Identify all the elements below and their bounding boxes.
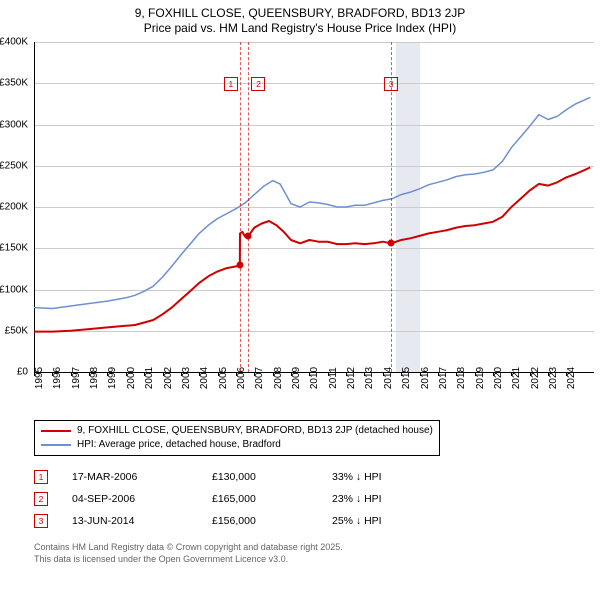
sales-table: 1 17-MAR-2006£130,00033% ↓ HPI 2 04-SEP-200… bbox=[34, 466, 452, 532]
y-tick-label: £350K bbox=[0, 78, 28, 89]
sales-date: 13-JUN-2014 bbox=[72, 515, 212, 527]
sale-marker-1: 1 bbox=[224, 77, 238, 91]
sales-row: 3 13-JUN-2014£156,00025% ↓ HPI bbox=[34, 510, 452, 532]
sales-marker: 2 bbox=[34, 492, 48, 506]
sales-date: 17-MAR-2006 bbox=[72, 471, 212, 483]
sale-marker-2: 2 bbox=[251, 77, 265, 91]
y-tick-label: £0 bbox=[17, 367, 28, 378]
sales-marker: 3 bbox=[34, 514, 48, 528]
sales-price: £156,000 bbox=[212, 515, 332, 527]
sale-vline bbox=[248, 42, 249, 372]
sales-hpi-delta: 23% ↓ HPI bbox=[332, 493, 452, 505]
y-tick-label: £250K bbox=[0, 160, 28, 171]
footer-line-1: Contains HM Land Registry data © Crown c… bbox=[34, 542, 343, 554]
chart-title-line-2: Price paid vs. HM Land Registry's House … bbox=[0, 21, 600, 36]
sales-marker: 1 bbox=[34, 470, 48, 484]
y-tick-label: £150K bbox=[0, 243, 28, 254]
chart-lines bbox=[34, 42, 594, 372]
legend-item: HPI: Average price, detached house, Brad… bbox=[41, 438, 433, 452]
x-axis-line bbox=[34, 372, 594, 373]
sale-vline bbox=[240, 42, 241, 372]
y-tick-label: £100K bbox=[0, 284, 28, 295]
y-tick-label: £50K bbox=[5, 325, 28, 336]
sale-vline bbox=[391, 42, 392, 372]
legend-label: HPI: Average price, detached house, Brad… bbox=[77, 438, 281, 452]
y-tick-label: £300K bbox=[0, 119, 28, 130]
legend-swatch bbox=[41, 444, 71, 446]
sales-hpi-delta: 33% ↓ HPI bbox=[332, 471, 452, 483]
footer-line-2: This data is licensed under the Open Gov… bbox=[34, 554, 343, 566]
y-tick-label: £200K bbox=[0, 202, 28, 213]
chart-plot-area: £0£50K£100K£150K£200K£250K£300K£350K£400… bbox=[34, 42, 594, 372]
chart-title-line-1: 9, FOXHILL CLOSE, QUEENSBURY, BRADFORD, … bbox=[0, 6, 600, 21]
sales-row: 2 04-SEP-2006£165,00023% ↓ HPI bbox=[34, 488, 452, 510]
y-tick-label: £400K bbox=[0, 37, 28, 48]
legend-label: 9, FOXHILL CLOSE, QUEENSBURY, BRADFORD, … bbox=[77, 424, 433, 438]
series-subject bbox=[34, 167, 590, 331]
attribution-footer: Contains HM Land Registry data © Crown c… bbox=[34, 542, 343, 565]
sale-dot bbox=[236, 261, 243, 268]
chart-legend: 9, FOXHILL CLOSE, QUEENSBURY, BRADFORD, … bbox=[34, 420, 440, 456]
sales-price: £165,000 bbox=[212, 493, 332, 505]
sales-row: 1 17-MAR-2006£130,00033% ↓ HPI bbox=[34, 466, 452, 488]
sale-marker-3: 3 bbox=[384, 77, 398, 91]
sale-dot bbox=[245, 232, 252, 239]
sale-dot bbox=[388, 240, 395, 247]
sales-price: £130,000 bbox=[212, 471, 332, 483]
sales-hpi-delta: 25% ↓ HPI bbox=[332, 515, 452, 527]
legend-item: 9, FOXHILL CLOSE, QUEENSBURY, BRADFORD, … bbox=[41, 424, 433, 438]
series-hpi bbox=[34, 97, 590, 308]
sales-date: 04-SEP-2006 bbox=[72, 493, 212, 505]
legend-swatch bbox=[41, 430, 71, 432]
